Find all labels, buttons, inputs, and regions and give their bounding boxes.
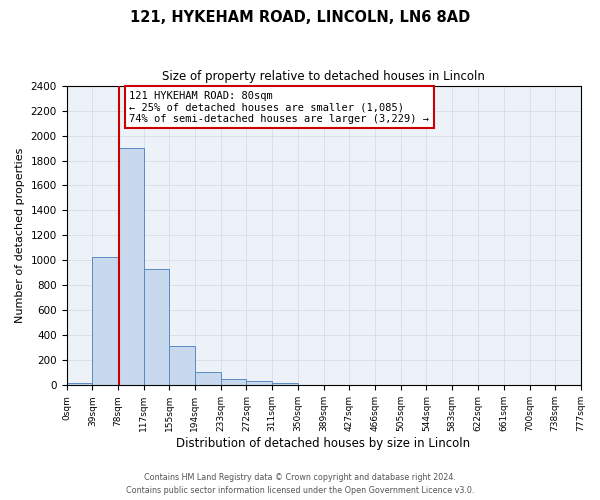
Bar xyxy=(144,269,169,386)
Bar xyxy=(195,372,221,386)
Text: 121, HYKEHAM ROAD, LINCOLN, LN6 8AD: 121, HYKEHAM ROAD, LINCOLN, LN6 8AD xyxy=(130,10,470,25)
Bar xyxy=(118,148,144,386)
Bar xyxy=(169,346,195,386)
Bar xyxy=(67,383,92,386)
Text: Contains HM Land Registry data © Crown copyright and database right 2024.
Contai: Contains HM Land Registry data © Crown c… xyxy=(126,474,474,495)
Y-axis label: Number of detached properties: Number of detached properties xyxy=(15,148,25,323)
X-axis label: Distribution of detached houses by size in Lincoln: Distribution of detached houses by size … xyxy=(176,437,470,450)
Bar xyxy=(92,258,118,386)
Bar xyxy=(221,379,247,386)
Title: Size of property relative to detached houses in Lincoln: Size of property relative to detached ho… xyxy=(162,70,485,83)
Text: 121 HYKEHAM ROAD: 80sqm
← 25% of detached houses are smaller (1,085)
74% of semi: 121 HYKEHAM ROAD: 80sqm ← 25% of detache… xyxy=(130,90,430,124)
Bar xyxy=(272,383,298,386)
Bar xyxy=(247,381,272,386)
